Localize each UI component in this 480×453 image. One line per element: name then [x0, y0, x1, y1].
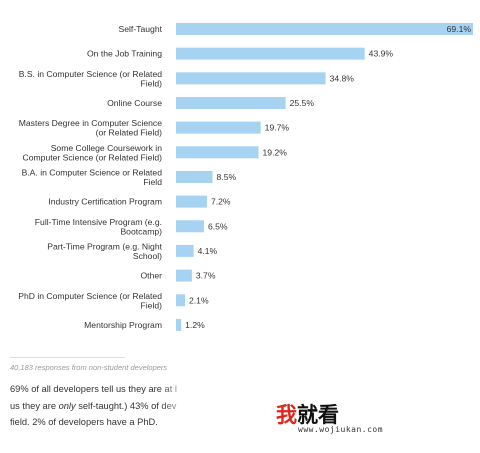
category-label-7: Industry Certification Program [48, 197, 162, 207]
category-label-5-line-1: Computer Science (or Related Field) [23, 152, 163, 162]
category-label-9-line-1: School) [133, 251, 162, 261]
summary-paragraph: 69% of all developers tell us they are a… [10, 381, 186, 431]
category-label-9-line-0: Part-Time Program (e.g. Night [47, 241, 162, 251]
category-label-8-line-0: Full-Time Intensive Program (e.g. [35, 217, 162, 227]
paragraph-line-2-end: self-taught.) 43% of dev [75, 400, 177, 411]
category-label-11: PhD in Computer Science (or Related Field… [18, 291, 162, 311]
category-label-3: Online Course [107, 98, 162, 108]
value-label-4: 19.7% [265, 123, 290, 133]
bar-8 [176, 220, 204, 233]
category-label-4-line-0: Masters Degree in Computer Science [19, 118, 163, 128]
value-label-7: 7.2% [211, 197, 231, 207]
paragraph-line-2-start: us they are [10, 400, 59, 411]
category-label-4-line-1: (or Related Field) [96, 128, 163, 138]
category-label-2-line-0: B.S. in Computer Science (or Related [19, 69, 163, 79]
bar-4 [176, 121, 261, 134]
watermark-logo: 我就看 www.wojiukan.com [276, 399, 396, 439]
paragraph-emphasis: only [58, 400, 76, 411]
category-label-1: On the Job Training [87, 49, 162, 59]
value-label-5: 19.2% [263, 147, 288, 157]
value-label-12: 1.2% [185, 320, 205, 330]
value-label-6: 8.5% [217, 172, 237, 182]
category-label-12-line-0: Mentorship Program [84, 320, 162, 330]
paragraph-line-1: 69% of all developers tell us they are a… [10, 384, 177, 394]
category-label-9: Part-Time Program (e.g. Night School) [47, 241, 162, 261]
paragraph-line-3: field. 2% of developers have a PhD. [10, 417, 158, 427]
bar-2 [176, 72, 326, 85]
category-label-11-line-1: Field) [141, 300, 163, 310]
footnote-divider [10, 357, 125, 358]
bar-5 [176, 146, 259, 159]
horizontal-bar-chart: Self-Taught 69.1% On the Job Training 43.9%… [18, 23, 473, 331]
category-label-5-line-0: Some College Coursework in [51, 143, 163, 153]
paragraph-line-2: us they are only self-taught.) 43% of de… [10, 398, 186, 415]
value-label-1: 43.9% [369, 49, 394, 59]
value-label-8: 6.5% [208, 221, 228, 231]
category-label-2: B.S. in Computer Science (or Related Fiel… [19, 69, 163, 89]
bar-3 [176, 96, 286, 109]
bar-9 [176, 244, 194, 257]
bar-11 [176, 294, 186, 307]
category-label-2-line-1: Field) [141, 78, 163, 88]
category-label-0-line-0: Self-Taught [119, 24, 163, 34]
value-label-11: 2.1% [189, 295, 209, 305]
watermark-chinese-text: 我就看 [276, 399, 339, 429]
value-label-10: 3.7% [196, 271, 216, 281]
chart-footnote: 40,183 responses from non-student develo… [10, 363, 168, 372]
value-label-2: 34.8% [330, 73, 355, 83]
category-label-6-line-0: B.A. in Computer Science or Related [22, 167, 163, 177]
category-label-10: Other [141, 271, 163, 281]
watermark-red-char: 我 [276, 403, 297, 427]
bar-0 [176, 23, 473, 35]
category-label-11-line-0: PhD in Computer Science (or Related [18, 291, 162, 301]
bar-12 [176, 318, 182, 331]
category-label-3-line-0: Online Course [107, 98, 162, 108]
value-label-3: 25.5% [290, 98, 315, 108]
category-label-5: Some College Coursework in Computer Scien… [23, 143, 163, 163]
category-label-4: Masters Degree in Computer Science (or Re… [19, 118, 163, 138]
watermark-black-chars: 就看 [297, 403, 339, 427]
watermark-url: www.wojiukan.com [298, 425, 384, 434]
category-label-0: Self-Taught [119, 24, 163, 34]
category-label-12: Mentorship Program [84, 320, 162, 330]
bar-7 [176, 195, 207, 208]
category-label-6: B.A. in Computer Science or Related Field [22, 167, 163, 187]
bar-10 [176, 269, 192, 282]
category-label-10-line-0: Other [141, 271, 163, 281]
category-label-8-line-1: Bootcamp) [120, 226, 162, 236]
bar-1 [176, 47, 365, 60]
value-label-9: 4.1% [198, 246, 218, 256]
category-label-7-line-0: Industry Certification Program [48, 197, 162, 207]
bar-6 [176, 170, 213, 183]
value-label-0: 69.1% [447, 24, 472, 34]
category-label-6-line-1: Field [143, 177, 162, 187]
category-label-1-line-0: On the Job Training [87, 49, 162, 59]
category-label-8: Full-Time Intensive Program (e.g. Bootcam… [35, 217, 162, 237]
text-fade-overlay [160, 378, 200, 438]
